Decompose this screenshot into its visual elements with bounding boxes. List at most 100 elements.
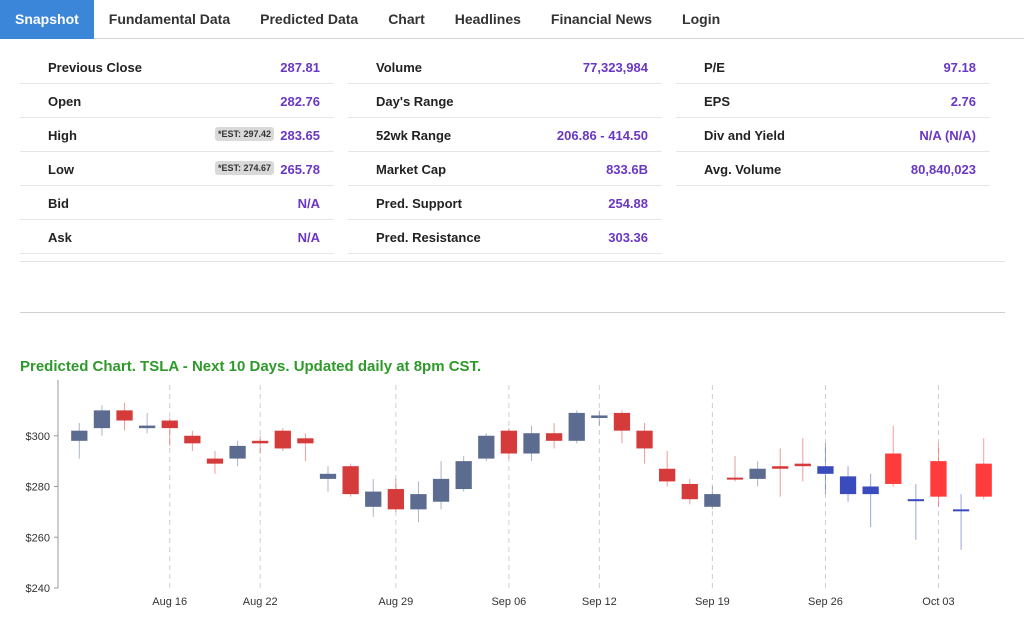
stat-value: 97.18 [943,60,976,75]
stat-market-cap: Market Cap 833.6B [348,152,662,186]
x-tick-label: Sep 19 [695,596,730,608]
candle-body [591,415,608,418]
stat-label: Volume [376,60,422,75]
stat-open: Open 282.76 [20,84,334,118]
candle-body [839,476,857,495]
stats-column-3: P/E 97.18 EPS 2.76 Div and Yield N/A (N/… [676,50,990,186]
stat-value: 254.88 [608,196,648,211]
candle-body [161,420,178,429]
stat-label: Day's Range [376,94,454,109]
stat-pred-support: Pred. Support 254.88 [348,186,662,220]
stat-value: 77,323,984 [582,60,648,75]
tab-login[interactable]: Login [682,11,721,27]
stats-column-2: Volume 77,323,984 Day's Range 52wk Range… [348,50,662,254]
x-tick-label: Aug 29 [378,596,413,608]
x-tick-label: Aug 22 [243,596,278,608]
candlestick-chart: $300 $280 $260 $240 Aug 16 Aug 22 Aug 29 Sep 06… [26,380,992,608]
y-tick-label: $300 [26,431,50,443]
x-tick-label: Sep 06 [491,596,526,608]
stat-div-yield: Div and Yield N/A (N/A) [676,118,990,152]
candle-body [478,435,495,459]
candle-body [952,509,970,512]
candle-body [432,478,450,502]
stat-days-range: Day's Range [348,84,662,118]
stat-value: N/A [297,196,320,211]
stat-label: P/E [704,60,725,75]
stat-bid: Bid N/A [20,186,334,220]
candle-body [930,461,947,497]
candle-body [71,430,88,441]
candle-body [726,477,744,480]
candle-body [659,468,676,482]
stat-label: EPS [704,94,731,109]
stat-label: Low [48,162,74,177]
tab-headlines[interactable]: Headlines [454,11,521,27]
candle-body [206,458,224,464]
stat-label: Pred. Resistance [376,230,481,245]
x-tick-label: Aug 16 [152,596,187,608]
tab-fundamental-data[interactable]: Fundamental Data [108,11,231,27]
snapshot-stats: Previous Close 287.81 Open 282.76 High *… [20,50,1005,262]
stat-label: Market Cap [376,162,447,177]
x-tick-label: Oct 03 [922,596,954,608]
stat-high: High *EST: 297.42 283.65 [20,118,334,152]
candle-body [749,468,766,479]
tab-predicted-data[interactable]: Predicted Data [260,11,359,27]
stat-value: 282.76 [280,94,320,109]
stat-value: 283.65 [280,128,320,143]
candle-body [975,463,992,497]
candle-body [229,445,246,459]
stat-value: 303.36 [608,230,648,245]
candle-body [184,435,201,444]
stat-label: Div and Yield [704,128,785,143]
candle-body [568,412,585,441]
stat-value: 2.76 [950,94,976,109]
y-tick-label: $260 [26,532,50,544]
tab-chart[interactable]: Chart [388,11,425,27]
stat-label: Bid [48,196,69,211]
candle-body [523,433,540,454]
candle-body [794,463,811,467]
stat-label: Ask [48,230,72,245]
y-tick-label: $240 [26,583,50,595]
candle-body [410,494,427,510]
stat-value: 206.86 - 414.50 [556,128,648,143]
stat-label: Previous Close [48,60,142,75]
stats-column-1: Previous Close 287.81 Open 282.76 High *… [20,50,334,254]
candle-body [500,430,518,454]
chart-title: Predicted Chart. TSLA - Next 10 Days. Up… [20,358,482,375]
stat-value: 265.78 [280,162,320,177]
candle-body [274,430,291,449]
candle-body [636,430,653,449]
candle-body [907,499,925,502]
stat-volume: Volume 77,323,984 [348,50,662,84]
stat-label: 52wk Range [376,128,452,143]
stat-avg-volume: Avg. Volume 80,840,023 [676,152,990,186]
candle-body [252,440,269,444]
candle-body [455,461,472,490]
candle-body [772,466,789,469]
candle-body [545,433,563,441]
x-tick-label: Sep 26 [808,596,843,608]
tab-financial-news[interactable]: Financial News [550,11,653,27]
stat-value: 287.81 [280,60,320,75]
candle-body [885,453,902,484]
candle-body [93,410,111,429]
stat-pe: P/E 97.18 [676,50,990,84]
est-badge: *EST: 274.67 [214,161,274,175]
stat-previous-close: Previous Close 287.81 [20,50,334,84]
y-tick-label: $280 [26,482,50,494]
tab-snapshot[interactable]: Snapshot [0,0,94,39]
candle-body [342,466,359,495]
candle-body [862,486,879,495]
candle-body [297,438,314,444]
stat-pred-resistance: Pred. Resistance 303.36 [348,220,662,254]
stat-ask: Ask N/A [20,220,334,254]
stat-value: 80,840,023 [910,162,976,177]
candle-body [138,425,156,429]
candle-body [116,410,133,421]
stat-value: N/A (N/A) [919,128,976,143]
stat-value: 833.6B [606,162,648,177]
stat-label: Open [48,94,82,109]
stat-eps: EPS 2.76 [676,84,990,118]
